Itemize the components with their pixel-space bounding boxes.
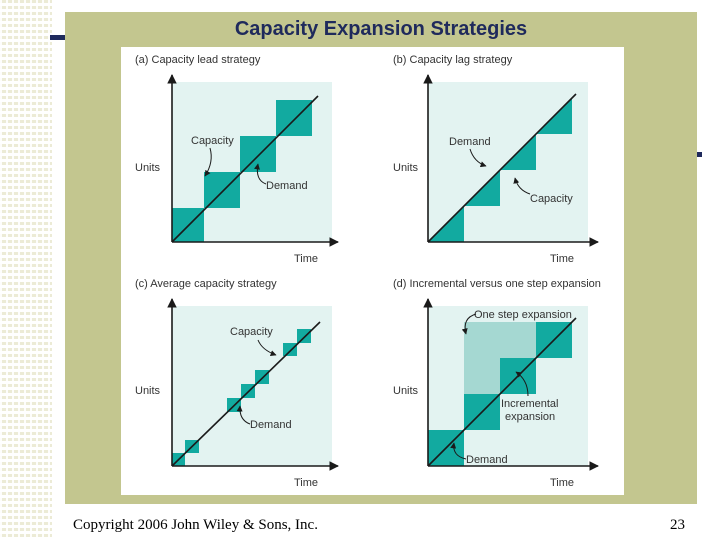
- accent-bar-top-left: [50, 35, 74, 40]
- panel-c-capacity-step: [283, 343, 297, 356]
- panel-a-heading: (a) Capacity lead strategy: [135, 54, 261, 66]
- panel-b-demand-arrow: [469, 148, 487, 168]
- panel-c-capacity-arrow: [257, 339, 277, 357]
- panel-c-demand-arrow: [236, 405, 251, 425]
- decorative-stripes: [0, 0, 52, 540]
- panel-d-heading: (d) Incremental versus one step expansio…: [393, 278, 601, 290]
- panel-c-demand-label: Demand: [250, 419, 292, 431]
- panel-c-heading: (c) Average capacity strategy: [135, 278, 277, 290]
- panel-c-y-label: Units: [135, 385, 161, 397]
- panel-b: (b) Capacity lag strategy Units Time Dem…: [393, 54, 599, 265]
- panel-a-y-label: Units: [135, 162, 161, 174]
- panel-b-capacity-arrow: [513, 177, 531, 195]
- panel-b-demand-line: [427, 93, 577, 243]
- panel-a-capacity-step: [276, 100, 312, 136]
- panel-b-y-label: Units: [393, 162, 419, 174]
- panel-d-y-label: Units: [393, 385, 419, 397]
- panel-a-demand-arrow: [254, 163, 267, 185]
- panel-a-capacity-label: Capacity: [191, 135, 234, 147]
- panel-c-demand-line: [171, 321, 321, 467]
- panel-d-incremental-label-2: expansion: [505, 411, 555, 423]
- panel-d-one-step-label: One step expansion: [474, 309, 572, 321]
- panel-a-x-label: Time: [294, 253, 318, 265]
- panel-d-x-label: Time: [550, 477, 574, 489]
- panel-a: (a) Capacity lead strategy Units Time Ca…: [135, 54, 339, 265]
- slide-title: Capacity Expansion Strategies: [234, 18, 528, 40]
- panel-a-demand-line: [171, 95, 319, 243]
- panel-d-incremental-label-1: Incremental: [501, 398, 558, 410]
- panel-d: (d) Incremental versus one step expansio…: [393, 278, 601, 489]
- panel-b-x-label: Time: [550, 253, 574, 265]
- panel-a-demand-label: Demand: [266, 180, 308, 192]
- panel-c: (c) Average capacity strategy Units Time…: [135, 278, 339, 489]
- panel-b-heading: (b) Capacity lag strategy: [393, 54, 513, 66]
- panel-d-demand-label: Demand: [466, 454, 508, 466]
- panel-b-capacity-label: Capacity: [530, 193, 573, 205]
- panel-d-demand-line: [427, 317, 577, 467]
- panel-d-one-step-arrow: [461, 313, 477, 335]
- panel-c-capacity-step: [297, 329, 311, 343]
- panel-a-capacity-step: [204, 172, 240, 208]
- panel-c-x-label: Time: [294, 477, 318, 489]
- panel-c-capacity-step: [255, 370, 269, 384]
- panel-a-capacity-arrow: [204, 147, 212, 177]
- panel-d-demand-arrow: [450, 442, 467, 460]
- panel-d-incremental-arrow: [515, 371, 529, 397]
- panel-b-demand-label: Demand: [449, 136, 491, 148]
- page-number: 23: [670, 517, 685, 533]
- panel-c-capacity-label: Capacity: [230, 326, 273, 338]
- copyright-footer: Copyright 2006 John Wiley & Sons, Inc.: [73, 517, 318, 533]
- panel-a-capacity-step: [240, 136, 276, 172]
